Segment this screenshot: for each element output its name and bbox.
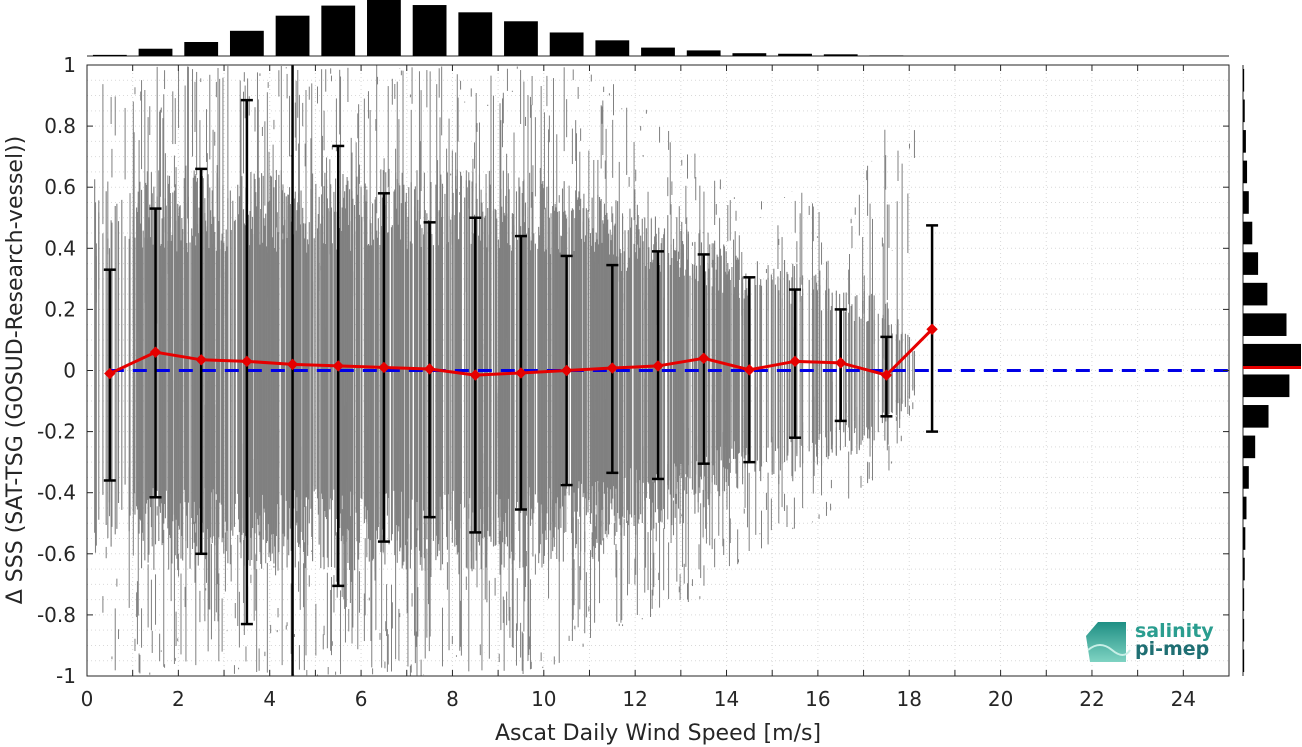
x-tick-label: 6 xyxy=(355,687,368,711)
y-tick-label: -0.2 xyxy=(37,420,76,444)
top-histogram-bar xyxy=(732,53,767,56)
top-histogram-bar xyxy=(367,0,401,56)
mean-marker xyxy=(789,355,801,368)
top-histogram-bar xyxy=(321,5,356,57)
top-histogram-bar xyxy=(778,53,812,56)
mean-marker xyxy=(241,355,253,368)
mean-marker xyxy=(469,369,481,381)
right-histogram-bar xyxy=(1243,343,1301,367)
right-histogram-bar xyxy=(1243,160,1248,184)
x-tick-label: 0 xyxy=(81,687,94,711)
y-tick-label: -1 xyxy=(56,664,76,688)
salinity-pimep-logo-graphic xyxy=(1086,622,1131,662)
mean-marker xyxy=(104,367,116,380)
right-histogram-bar xyxy=(1243,588,1245,611)
x-tick-label: 14 xyxy=(714,687,739,711)
x-tick-label: 24 xyxy=(1171,687,1196,711)
x-tick-label: 8 xyxy=(446,687,459,711)
mean-marker xyxy=(149,346,162,358)
top-histogram-bar xyxy=(184,42,219,56)
logo: salinity pi-mep xyxy=(1083,618,1214,668)
mean-marker xyxy=(697,352,710,364)
top-histogram-bar xyxy=(275,15,310,56)
scatter-cloud xyxy=(94,65,915,676)
x-tick-label: 10 xyxy=(531,687,556,711)
x-tick-label: 12 xyxy=(622,687,647,711)
y-axis-label: Δ SSS (SAT-TSG (GOSUD-Research-vessel)) xyxy=(3,136,28,604)
x-tick-label: 4 xyxy=(263,687,276,711)
mean-marker xyxy=(880,369,893,381)
x-tick-label: 16 xyxy=(805,687,830,711)
main-axes: 0 2 4 6 8 10 12 14 16 18 20 22 24 10.80.60.40.20-0.2… xyxy=(3,53,1230,746)
top-histogram-bar xyxy=(549,32,584,56)
top-histogram-bar xyxy=(229,30,264,56)
y-tick-label: -0.6 xyxy=(37,542,76,566)
right-histogram-bar xyxy=(1243,282,1268,306)
top-histogram-bar xyxy=(138,48,173,56)
top-histogram-bar xyxy=(595,40,630,56)
right-histogram-bar xyxy=(1243,557,1245,581)
right-histogram-bar xyxy=(1243,466,1249,489)
mean-marker xyxy=(515,367,527,379)
right-histogram-bar xyxy=(1243,252,1259,275)
mean-series xyxy=(104,323,938,381)
mean-marker xyxy=(195,354,207,366)
right-histogram-bar xyxy=(1243,405,1269,428)
y-tick-label: 0 xyxy=(63,359,76,383)
y-tick-label: 0.4 xyxy=(44,236,76,260)
top-histogram-bar xyxy=(686,50,721,56)
mean-marker xyxy=(378,361,390,374)
mean-marker xyxy=(743,364,756,376)
top-histogram-bar xyxy=(869,55,904,56)
y-axis: 1 0.8 0.6 0.4 0.2 0 -0.2 -0.4 -0.6 -0.8 -1 xyxy=(37,53,1229,688)
mean-marker xyxy=(835,357,847,369)
right-histogram-bar xyxy=(1243,221,1253,245)
top-histogram xyxy=(87,0,1229,57)
y-tick-label: 1 xyxy=(63,53,76,77)
y-tick-label: -0.4 xyxy=(37,481,76,505)
y-tick-label: -0.8 xyxy=(37,603,76,627)
right-histogram-bar xyxy=(1243,527,1246,550)
right-histogram-bar xyxy=(1243,68,1245,92)
right-histogram-bar xyxy=(1243,99,1245,123)
right-histogram xyxy=(1242,65,1301,676)
y-tick-label: 0.8 xyxy=(44,114,76,138)
top-histogram-bar xyxy=(458,12,493,56)
top-histogram-bar xyxy=(412,5,447,56)
top-histogram-bar xyxy=(823,54,858,56)
top-histogram-bar xyxy=(641,47,675,56)
y-tick-label: 0.6 xyxy=(44,175,76,199)
mean-marker xyxy=(423,363,436,375)
top-histogram-bar xyxy=(504,21,538,57)
y-tick-label: 0.2 xyxy=(44,297,76,321)
mean-marker xyxy=(332,360,344,372)
mean-marker xyxy=(286,358,299,371)
right-histogram-bar xyxy=(1243,649,1245,673)
right-histogram-bar xyxy=(1243,496,1247,520)
x-tick-label: 20 xyxy=(988,687,1013,711)
right-histogram-bar xyxy=(1243,618,1245,642)
x-tick-label: 2 xyxy=(172,687,185,711)
right-histogram-bar xyxy=(1243,313,1287,336)
logo-line-1: salinity xyxy=(1135,620,1214,642)
right-histogram-bar xyxy=(1243,130,1246,153)
x-axis-label: Ascat Daily Wind Speed [m/s] xyxy=(495,721,821,746)
mean-marker xyxy=(652,360,664,372)
right-histogram-bar xyxy=(1243,191,1249,214)
right-histogram-bar xyxy=(1243,435,1256,459)
top-histogram-bar xyxy=(92,54,127,56)
mean-marker xyxy=(926,323,938,335)
x-tick-label: 18 xyxy=(897,687,922,711)
x-axis: 0 2 4 6 8 10 12 14 16 18 20 22 24 xyxy=(81,65,1230,711)
wave-stroke xyxy=(1087,644,1131,656)
mean-marker xyxy=(560,364,573,377)
x-tick-label: 22 xyxy=(1079,687,1104,711)
right-histogram-bar xyxy=(1243,374,1290,398)
mean-marker xyxy=(606,362,619,374)
logo-line-2: pi-mep xyxy=(1135,638,1210,660)
